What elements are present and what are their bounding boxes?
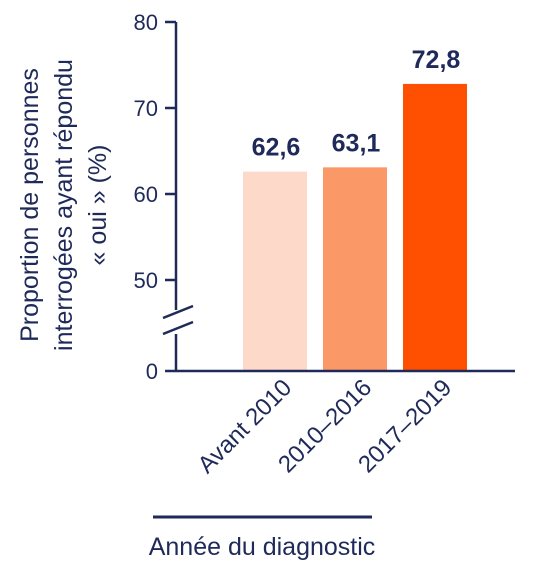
y-axis-title-line-2: interrogées ayant répondu: [50, 59, 78, 351]
y-axis-ticks: 80 70 60 50 0: [134, 10, 176, 384]
bar: [323, 167, 387, 371]
bars: [243, 83, 467, 372]
y-axis-title-line-1: Proportion de personnes: [16, 68, 44, 342]
bar: [403, 83, 467, 372]
y-tick-label: 50: [134, 268, 158, 293]
bar-value-label: 62,6: [252, 134, 301, 162]
x-axis-title: Année du diagnostic: [149, 533, 376, 561]
value-labels: 62,6 63,1 72,8: [252, 46, 461, 162]
y-axis-title: Proportion de personnes interrogées ayan…: [16, 59, 112, 351]
y-tick-label: 70: [134, 96, 158, 121]
y-tick-label: 60: [134, 182, 158, 207]
y-axis-title-line-3: « oui » (%): [84, 145, 112, 266]
y-tick-label: 0: [146, 359, 158, 384]
bar: [243, 171, 307, 371]
axis-break-mark-2: [162, 320, 194, 336]
bar-value-label: 72,8: [412, 46, 461, 74]
axis-break-mark-1: [162, 304, 194, 320]
bar-value-label: 63,1: [332, 129, 381, 157]
y-tick-label: 80: [134, 10, 158, 35]
